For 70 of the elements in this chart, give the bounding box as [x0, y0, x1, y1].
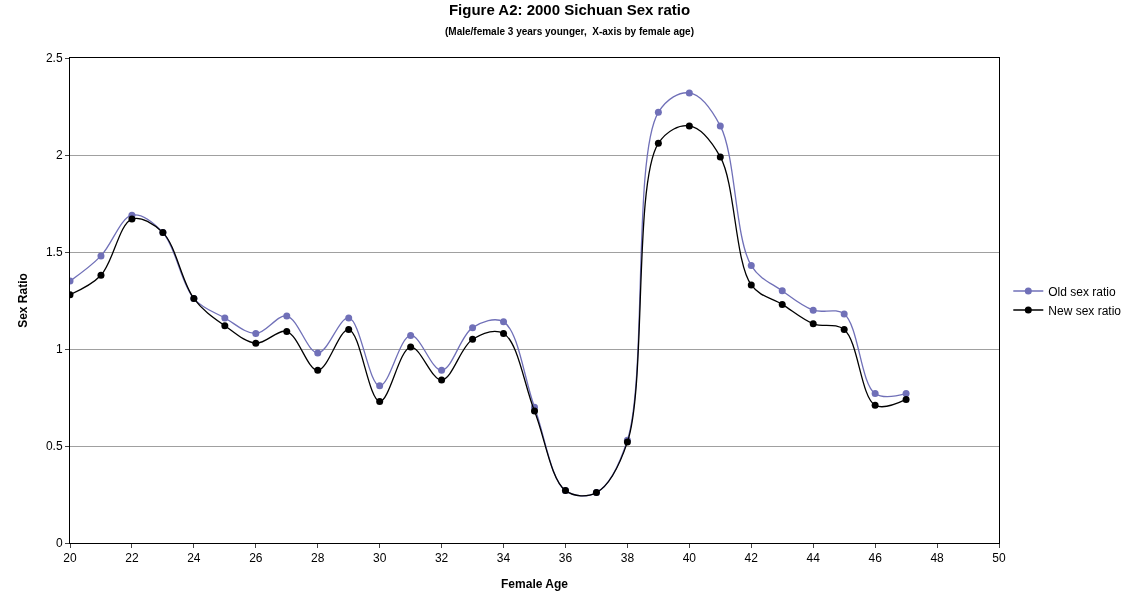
point: [407, 331, 415, 339]
point: [97, 271, 105, 279]
x-tick-label: 42: [744, 551, 759, 566]
point: [654, 108, 662, 116]
point: [871, 401, 879, 409]
point: [716, 153, 724, 161]
point: [469, 335, 477, 343]
point: [469, 324, 477, 332]
point: [840, 326, 848, 334]
point: [438, 376, 446, 384]
point: [531, 407, 538, 415]
point: [283, 312, 291, 320]
point: [902, 395, 910, 403]
x-tick-label: 30: [372, 551, 387, 566]
point: [716, 122, 724, 130]
point: [128, 215, 136, 223]
x-tick-label: 20: [63, 551, 77, 566]
x-tick-label: 40: [682, 551, 697, 566]
point: [871, 390, 879, 398]
y-tick-label: 1: [55, 342, 63, 357]
x-tick-label: 32: [434, 551, 449, 566]
y-tick-label: 0: [55, 536, 63, 551]
point: [685, 122, 693, 130]
y-tick-label: 2: [55, 148, 63, 163]
point: [747, 281, 755, 289]
point: [314, 366, 322, 374]
y-tick-label: 0.5: [45, 439, 63, 454]
point: [500, 329, 508, 337]
point: [747, 262, 755, 270]
point: [778, 287, 786, 295]
point: [685, 89, 693, 97]
point: [345, 314, 353, 322]
point: [407, 343, 415, 351]
x-tick-label: 26: [249, 551, 263, 566]
x-tick-label: 44: [806, 551, 821, 566]
chart-subtitle: (Male/female 3 years younger, X-axis by female age): [444, 25, 695, 37]
y-tick-label: 2.5: [45, 51, 63, 66]
point: [376, 382, 384, 390]
point: [221, 314, 229, 322]
point: [840, 310, 848, 318]
x-axis-title: Female Age: [501, 577, 569, 592]
x-tick-label: 28: [311, 551, 325, 566]
x-tick-label: 46: [868, 551, 883, 566]
point: [500, 318, 508, 326]
point: [314, 349, 322, 357]
legend-label: New sex ratio: [1048, 303, 1122, 318]
x-tick-label: 48: [930, 551, 945, 566]
y-tick-label: 1.5: [45, 245, 63, 260]
x-tick-label: 36: [558, 551, 573, 566]
point: [97, 252, 105, 260]
point: [778, 300, 786, 308]
point: [376, 397, 384, 405]
y-axis-title: Sex Ratio: [16, 273, 31, 328]
point: [252, 339, 260, 347]
point: [252, 329, 260, 337]
point: [902, 390, 910, 398]
legend-label: Old sex ratio: [1048, 284, 1116, 299]
point: [809, 320, 817, 328]
point: [438, 366, 446, 374]
chart-title: Figure A2: 2000 Sichuan Sex ratio: [448, 1, 691, 19]
point: [283, 328, 291, 336]
x-tick-label: 38: [620, 551, 635, 566]
point: [345, 326, 353, 334]
point: [221, 322, 229, 330]
x-tick-label: 34: [496, 551, 511, 566]
x-tick-label: 24: [187, 551, 201, 566]
point: [809, 306, 817, 314]
x-tick-label: 50: [992, 551, 1006, 566]
point: [654, 139, 662, 147]
x-tick-label: 22: [125, 551, 139, 566]
